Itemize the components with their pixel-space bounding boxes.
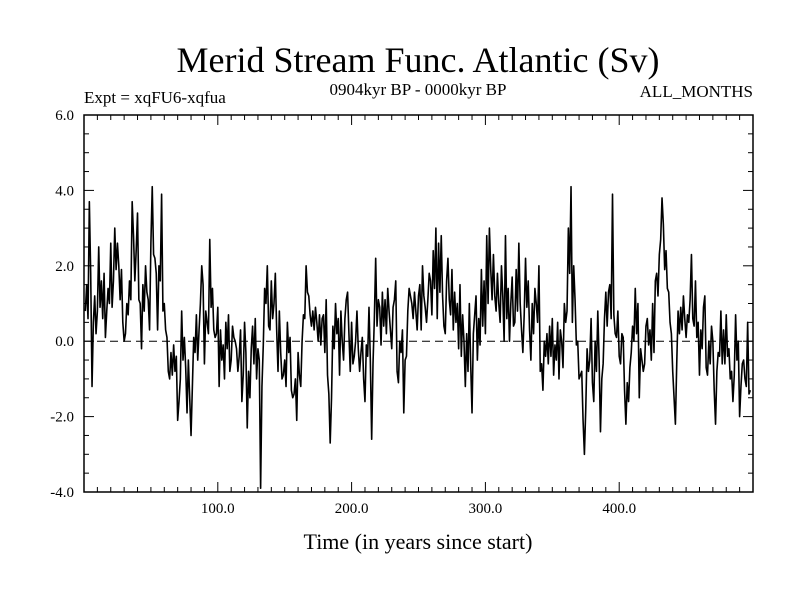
x-tick-label: 400.0 — [602, 501, 636, 517]
x-axis-label: Time (in years since start) — [304, 529, 533, 554]
y-tick-label: -4.0 — [50, 485, 74, 501]
series-line — [84, 185, 752, 490]
y-tick-label: -2.0 — [50, 410, 74, 426]
plot-area: 100.0 200.0 300.0 400.0 6.0 4.0 2.0 0.0 -2.0 -4.0 — [50, 108, 754, 517]
y-tick-label: 0.0 — [55, 334, 74, 350]
x-tick-label: 100.0 — [201, 501, 235, 517]
y-tick-label: 4.0 — [55, 183, 74, 199]
y-tick-label: 6.0 — [55, 108, 74, 124]
x-tick-label: 200.0 — [335, 501, 369, 517]
experiment-label: Expt = xqFU6-xqfua — [84, 88, 226, 107]
x-tick-label: 300.0 — [469, 501, 503, 517]
y-tick-label: 2.0 — [55, 259, 74, 275]
chart-title: Merid Stream Func. Atlantic (Sv) — [177, 40, 660, 80]
time-range-label: 0904kyr BP - 0000kyr BP — [330, 80, 507, 99]
months-label: ALL_MONTHS — [640, 82, 753, 101]
